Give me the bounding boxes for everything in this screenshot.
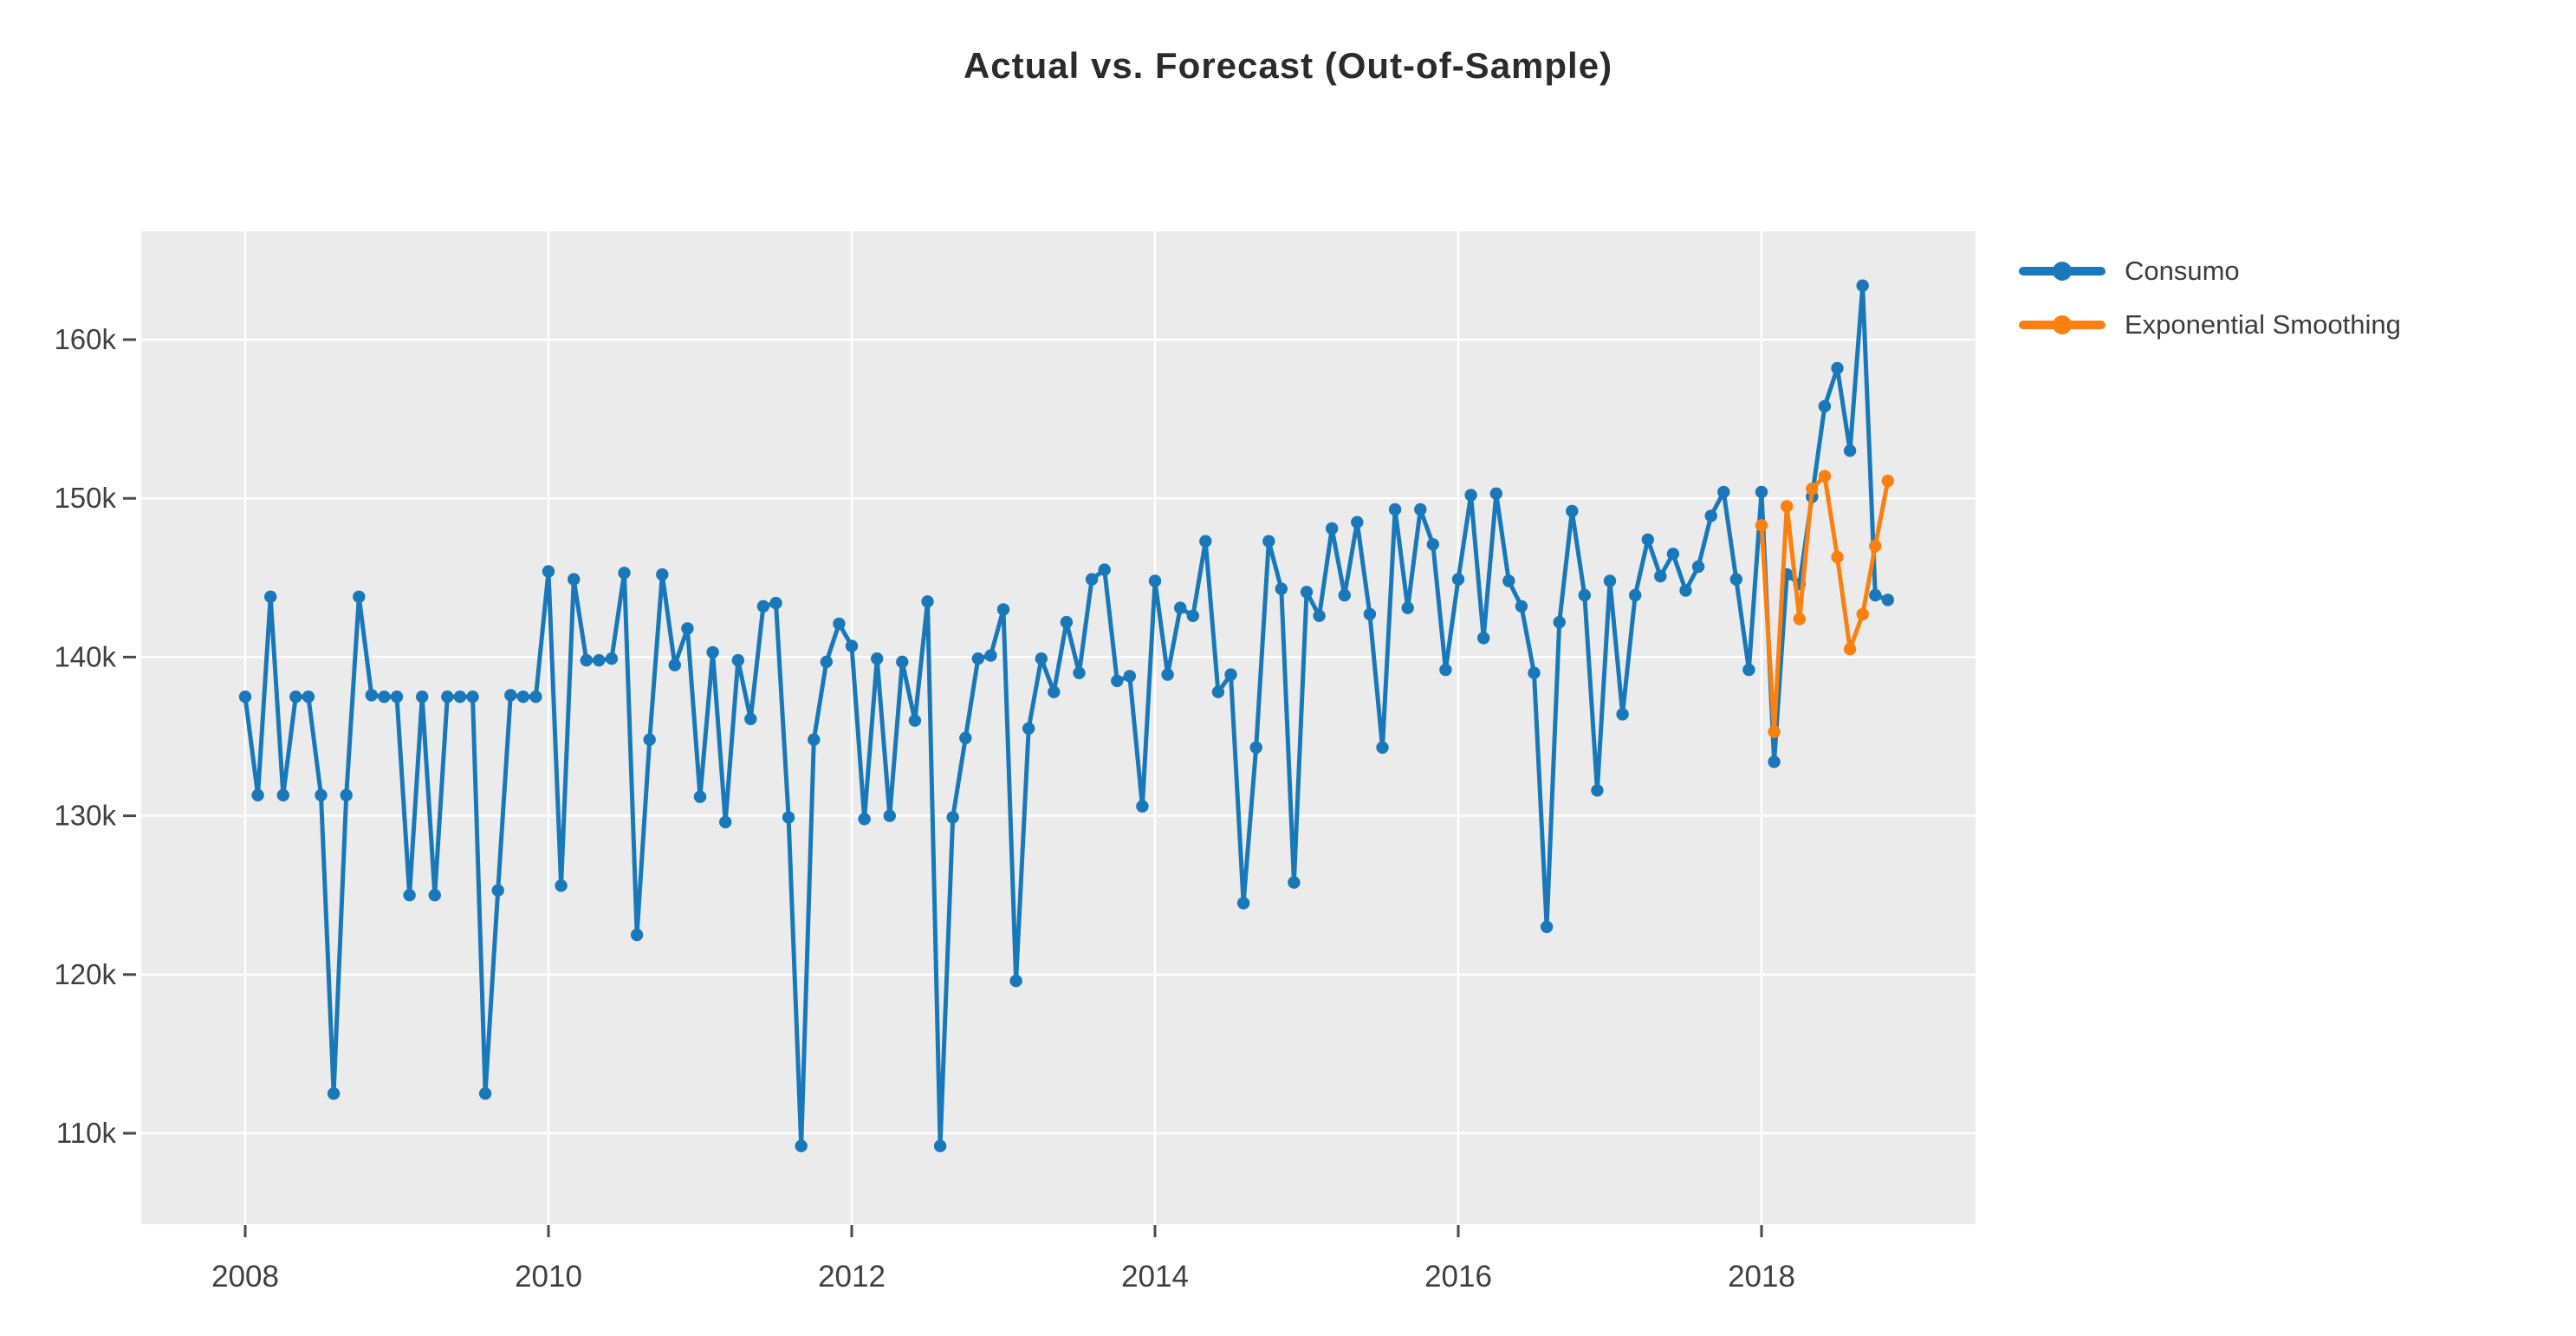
series-exponential-smoothing — [1755, 470, 1894, 738]
legend-item-exponential-smoothing[interactable]: Exponential Smoothing — [2019, 298, 2401, 352]
legend-label-consumo: Consumo — [2125, 256, 2240, 286]
legend-item-consumo[interactable]: Consumo — [2019, 244, 2401, 298]
x-axis-tick-label: 2008 — [211, 1260, 279, 1294]
x-axis-tick-label: 2016 — [1424, 1260, 1492, 1294]
axes: 110k 120k 130k 140k 150k 160k 2008 2010 2012 2014… — [54, 323, 1795, 1294]
y-axis-tick-label: 120k — [54, 958, 116, 990]
plot-panel — [141, 231, 1976, 1224]
x-axis-tick-label: 2014 — [1121, 1260, 1189, 1294]
forecast-line-swatch-icon — [2019, 315, 2106, 334]
y-axis-tick-label: 130k — [54, 800, 116, 832]
legend-label-exponential-smoothing: Exponential Smoothing — [2125, 309, 2401, 340]
y-axis-tick-label: 160k — [54, 323, 116, 355]
chart-title: Actual vs. Forecast (Out-of-Sample) — [963, 45, 1613, 86]
gridlines — [141, 231, 1976, 1224]
legend: Consumo Exponential Smoothing — [2019, 244, 2401, 352]
y-axis-tick-label: 110k — [56, 1117, 117, 1149]
y-axis-tick-label: 150k — [54, 482, 116, 514]
y-axis-tick-label: 140k — [54, 640, 116, 672]
series-consumo — [238, 279, 1894, 1152]
x-axis-tick-label: 2010 — [515, 1260, 582, 1294]
consumo-line-swatch-icon — [2019, 262, 2106, 281]
x-axis-tick-label: 2018 — [1728, 1260, 1795, 1294]
x-axis-tick-label: 2012 — [818, 1260, 886, 1294]
